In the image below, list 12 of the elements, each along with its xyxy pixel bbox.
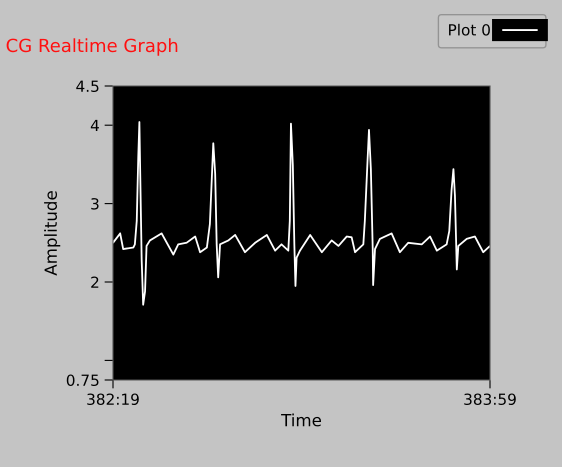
legend-label: Plot 0 [449,24,490,36]
y-tick-label: 0.75 [66,374,98,386]
y-axis-title: Amplitude [44,191,60,276]
x-tick-label: 383:59 [464,393,516,406]
y-tick-label: 3 [91,198,99,210]
y-tick-label: 4 [90,120,99,132]
x-axis-title: Time [281,414,322,426]
y-tick-label: 2 [91,276,98,288]
x-tick-label: 382:19 [87,393,139,406]
y-tick-label: 4.5 [76,80,98,92]
chart-title: CG Realtime Graph [6,38,178,56]
line-series [113,121,490,306]
